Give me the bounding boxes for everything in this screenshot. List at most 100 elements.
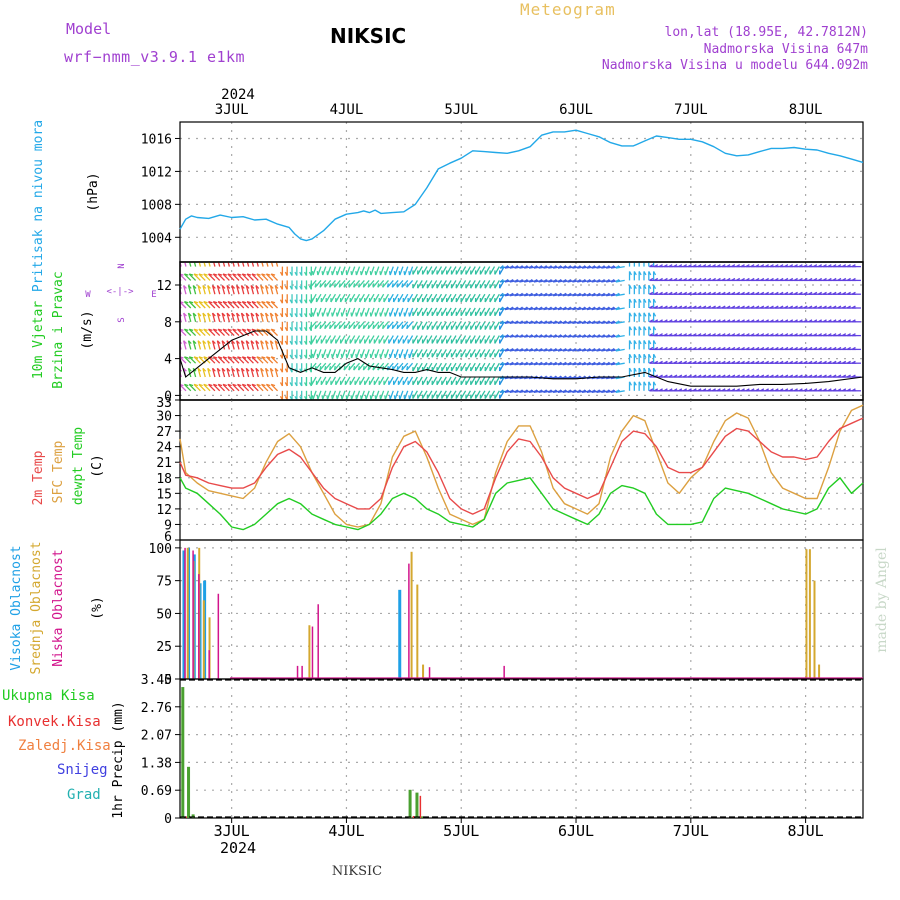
wind-arrow-head (345, 395, 348, 400)
wind-arrow-head (499, 278, 504, 283)
wind-arrow (450, 376, 457, 386)
legend-snow: Snijeg (57, 762, 108, 778)
wind-arrow-head (808, 388, 813, 392)
wind-arrow-head (350, 271, 353, 276)
wind-arrow-head (572, 265, 576, 269)
wind-arrow-head (308, 326, 312, 332)
panel-frame (179, 539, 864, 680)
wind-arrow (372, 279, 380, 288)
wind-arrow-head (760, 346, 765, 350)
wind-arrow-head (269, 367, 274, 372)
wind-arrow (479, 266, 486, 275)
wind-arrow (241, 328, 250, 337)
wind-arrow-head (222, 258, 225, 261)
wind-arrow (404, 349, 409, 359)
wind-arrow (265, 328, 274, 337)
wind-arrow-head (716, 277, 721, 281)
wind-arrow (335, 293, 341, 303)
mid-cloud-bar (422, 664, 425, 679)
wind-arrow-head (557, 334, 562, 338)
wind-arrow-head (615, 389, 620, 393)
wind-arrow-head (716, 374, 721, 378)
wind-arrow-head (827, 319, 832, 323)
wind-arrow-head (311, 395, 314, 400)
wind-arrow-head (175, 329, 179, 330)
wind-arrow-head (382, 283, 385, 288)
wind-arrow-head (803, 333, 808, 337)
wind-arrow (494, 376, 500, 386)
wind-arrow-head (222, 356, 228, 359)
wind-arrow-head (294, 299, 298, 304)
wind-arrow-head (649, 319, 654, 323)
wind-arrow-head (648, 340, 652, 345)
wind-arrow-head (837, 346, 842, 350)
wind-arrow-head (740, 346, 745, 350)
wind-arrow (227, 328, 235, 337)
high-cloud-bar (398, 589, 402, 679)
wind-arrow-head (222, 383, 228, 387)
wind-arrow-head (256, 328, 261, 331)
wind-arrow (265, 301, 274, 309)
wind-arrow-head (822, 360, 827, 364)
wind-arrow-head (343, 324, 346, 329)
wind-arrow-head (294, 354, 298, 359)
wind-arrow-head (572, 375, 576, 380)
wind-arrow (407, 335, 414, 344)
wind-arrow (408, 307, 414, 317)
wind-arrow-head (745, 346, 750, 350)
wind-arrow-head (567, 265, 572, 269)
wind-arrow-head (184, 258, 187, 261)
wind-arrow (417, 280, 423, 289)
wind-arrow-head (653, 333, 659, 337)
wind-arrow-head (562, 320, 567, 324)
wind-arrow-head (827, 264, 832, 268)
wind-arrow-head (658, 319, 663, 323)
wind-arrow-head (745, 388, 750, 392)
wind-arrow-head (764, 264, 769, 268)
wind-arrow-head (227, 258, 230, 261)
wind-arrow-head (236, 367, 240, 372)
wind-arrow (460, 335, 467, 344)
wind-arrow (494, 321, 500, 330)
wind-arrow-head (187, 285, 192, 289)
wind-arrow-head (316, 271, 319, 276)
wind-arrow (188, 273, 197, 281)
wind-arrow-head (832, 264, 837, 268)
wind-arrow-head (538, 361, 543, 366)
wind-arrow (489, 293, 496, 303)
wind-arrow-head (289, 368, 293, 373)
wind-arrow-head (682, 291, 688, 295)
wind-arrow-head (643, 298, 647, 303)
wind-arrow (207, 340, 211, 350)
wind-arrow-head (755, 360, 760, 364)
wind-arrow-head (687, 360, 692, 364)
wind-arrow (386, 279, 394, 288)
wind-arrow (349, 293, 356, 303)
wind-arrow-head (279, 395, 283, 400)
wind-arrow-head (779, 291, 784, 295)
wind-arrow-head (803, 305, 808, 309)
temp-title-1: 2m Temp (31, 450, 46, 505)
wind-arrow-head (769, 305, 774, 309)
wind-arrow (183, 273, 192, 281)
wind-arrow (441, 293, 447, 303)
wind-arrow-head (841, 264, 847, 268)
wind-arrow (417, 362, 423, 372)
wind-arrow-head (798, 333, 803, 337)
wind-arrow-head (187, 340, 192, 345)
wind-arrow-head (740, 305, 745, 309)
wind-arrow-head (846, 360, 851, 364)
wind-arrow-head (638, 381, 642, 386)
wind-arrow (232, 328, 240, 337)
wind-arrow-head (808, 374, 813, 378)
wind-arrow-head (755, 319, 760, 323)
wind-arrow-head (633, 353, 637, 359)
wind-arrow-head (279, 285, 283, 290)
wind-arrow-head (519, 265, 523, 269)
wind-arrow (455, 321, 462, 330)
wind-arrow-head (572, 389, 576, 393)
wind-arrow-head (803, 388, 808, 392)
wind-arrow-head (827, 305, 832, 309)
wind-arrow (351, 307, 356, 317)
